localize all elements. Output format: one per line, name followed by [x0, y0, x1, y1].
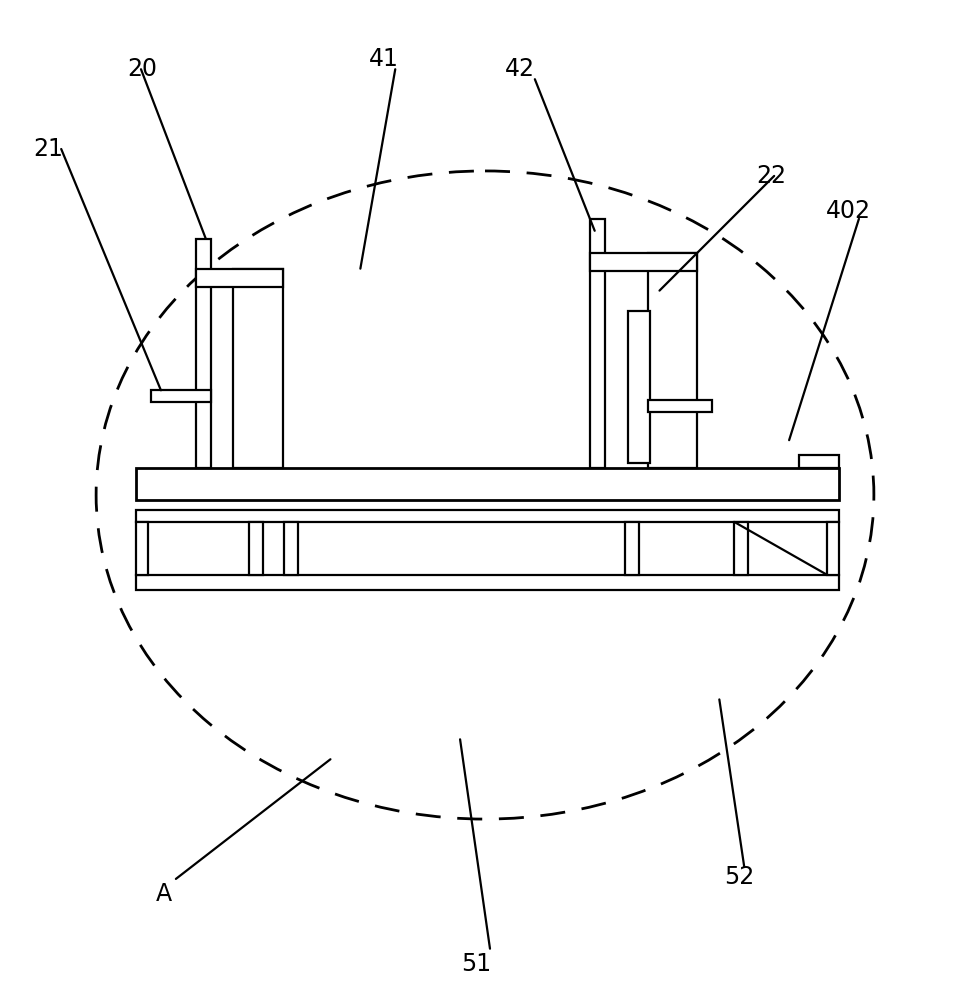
- Bar: [136, 522, 148, 575]
- Bar: [136, 575, 839, 590]
- Bar: [233, 269, 283, 468]
- Bar: [624, 522, 639, 575]
- Text: 22: 22: [756, 164, 787, 188]
- Bar: [136, 468, 839, 500]
- Text: 21: 21: [33, 137, 63, 161]
- Text: 20: 20: [127, 57, 156, 81]
- Bar: [627, 311, 650, 463]
- Bar: [589, 253, 697, 271]
- Bar: [249, 522, 262, 575]
- Bar: [734, 522, 749, 575]
- Text: 52: 52: [724, 865, 754, 889]
- Bar: [196, 239, 211, 468]
- Bar: [284, 522, 297, 575]
- Bar: [151, 390, 211, 402]
- Bar: [799, 455, 839, 468]
- Text: A: A: [156, 882, 172, 906]
- Text: 51: 51: [461, 952, 491, 976]
- Bar: [589, 219, 605, 468]
- Text: 41: 41: [369, 47, 399, 71]
- Bar: [827, 522, 839, 575]
- Bar: [648, 253, 697, 468]
- Bar: [648, 400, 713, 412]
- Text: 42: 42: [504, 57, 534, 81]
- Text: 402: 402: [826, 199, 871, 223]
- Bar: [136, 510, 839, 522]
- Bar: [196, 269, 283, 287]
